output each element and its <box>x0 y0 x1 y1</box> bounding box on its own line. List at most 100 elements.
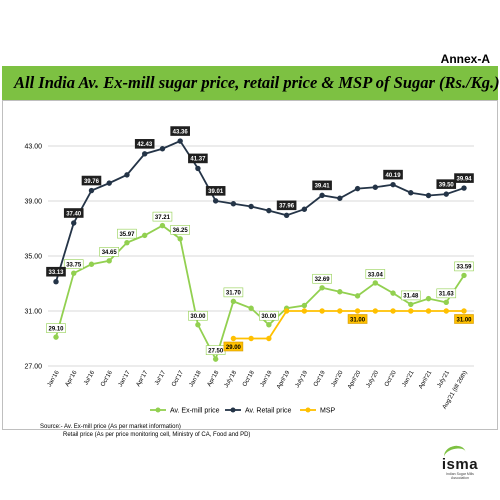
x-tick-label: Apr'17 <box>136 369 150 387</box>
data-point <box>425 295 432 302</box>
data-point <box>195 165 201 172</box>
data-point <box>372 308 379 314</box>
data-point <box>319 308 325 314</box>
annex-label: Annex-A <box>440 52 490 66</box>
data-point <box>53 279 59 285</box>
data-point <box>212 356 219 362</box>
chart-title: All India Av. Ex-mill sugar price, retai… <box>14 73 500 92</box>
series-line <box>55 139 465 282</box>
data-point <box>159 146 166 152</box>
data-point <box>141 232 148 239</box>
data-point <box>124 239 130 246</box>
legend-label: Av. Retail price <box>245 408 292 415</box>
data-point <box>301 302 308 309</box>
data-point <box>425 192 432 199</box>
x-tick-label: Jan'16 <box>47 369 61 388</box>
x-tick-label: Jul'16 <box>83 369 96 386</box>
data-point <box>319 192 325 199</box>
x-tick-label: April'21 <box>418 369 433 390</box>
x-tick-label: Jan'21 <box>402 369 416 388</box>
data-point <box>372 184 379 190</box>
data-label-box <box>46 323 66 333</box>
data-point <box>390 308 396 314</box>
chart-frame <box>2 100 498 430</box>
legend-label: MSP <box>320 408 336 415</box>
legend-label: Av. Ex-mill price <box>170 408 220 415</box>
data-point <box>319 285 325 291</box>
data-label-box <box>276 200 297 211</box>
data-point <box>195 322 201 328</box>
x-tick-label: April'20 <box>347 369 362 390</box>
data-point <box>337 308 343 314</box>
data-point <box>301 308 308 314</box>
x-tick-label: April'19 <box>276 369 291 390</box>
data-label: 31.00 <box>456 317 472 323</box>
data-label-box <box>312 180 332 191</box>
logo-tagline: Indian Sugar Mills Association <box>446 472 474 480</box>
data-label: 32.69 <box>315 277 331 283</box>
data-point <box>283 212 290 218</box>
source-line-2: Retail price (As per price monitoring ce… <box>63 432 251 438</box>
data-label: 36.25 <box>173 228 189 234</box>
data-label-box <box>152 211 173 222</box>
data-label: 30.00 <box>190 314 206 320</box>
data-label-box <box>46 266 66 277</box>
data-point <box>212 198 219 204</box>
x-tick-label: July'19 <box>295 369 310 389</box>
data-point <box>266 207 272 214</box>
legend-swatch-marker <box>305 407 311 413</box>
data-label-box <box>365 269 386 279</box>
data-label-box <box>63 208 84 218</box>
data-label-box <box>454 314 474 324</box>
legend-swatch-marker <box>155 407 161 413</box>
data-point <box>443 299 449 306</box>
x-tick-label: Apr'16 <box>65 369 79 387</box>
x-tick-label: Oct'18 <box>242 369 256 387</box>
data-point <box>230 298 237 305</box>
data-point <box>88 261 95 267</box>
data-label: 29.10 <box>48 326 64 332</box>
data-point <box>461 272 467 279</box>
data-label: 37.21 <box>155 215 171 221</box>
data-point <box>283 308 290 314</box>
data-label: 39.01 <box>208 189 224 195</box>
data-point <box>71 270 77 276</box>
data-label: 31.48 <box>403 294 419 300</box>
data-point <box>177 236 183 242</box>
data-point <box>372 280 379 286</box>
data-point <box>71 220 77 226</box>
line-chart: 27.00 31.00 35.00 39.00 43.00 Jan'16 Apr'16 Jul… <box>24 126 474 415</box>
data-label: 31.63 <box>439 292 455 298</box>
data-label-box <box>312 273 332 284</box>
data-point <box>248 335 254 342</box>
data-label-box <box>117 228 137 239</box>
data-label: 31.70 <box>226 291 242 297</box>
data-label: 31.00 <box>350 317 366 323</box>
x-tick-label: Oct'17 <box>171 369 185 387</box>
data-label: 37.40 <box>66 211 82 217</box>
source-line-1: Source:- Av. Ex-mill price (As per marke… <box>40 424 181 430</box>
data-point <box>88 187 95 194</box>
data-point <box>230 335 237 342</box>
data-point <box>248 305 254 311</box>
data-label: 35.97 <box>119 232 135 238</box>
data-label-box <box>223 341 244 352</box>
data-point <box>443 191 449 197</box>
x-tick-label: Oct'20 <box>384 369 398 387</box>
data-label-box <box>188 310 208 321</box>
data-label-box <box>170 126 190 136</box>
data-point <box>443 308 449 314</box>
x-tick-label: Jan'18 <box>189 369 203 388</box>
data-point <box>425 308 432 314</box>
data-label: 33.04 <box>368 272 384 278</box>
data-label: 40.19 <box>386 173 402 179</box>
x-tick-label: July'18 <box>224 369 239 389</box>
data-label-box <box>383 169 403 180</box>
title-banner: All India Av. Ex-mill sugar price, retai… <box>2 66 500 100</box>
data-label-box <box>63 259 84 269</box>
y-tick-label: 39.00 <box>24 199 42 206</box>
x-tick-label: July'20 <box>366 369 381 389</box>
series-line <box>233 310 464 340</box>
data-label-box <box>205 186 226 196</box>
data-label: 30.00 <box>261 314 277 320</box>
